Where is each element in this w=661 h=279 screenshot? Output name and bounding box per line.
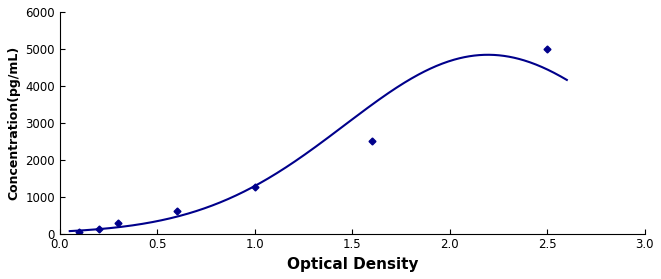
X-axis label: Optical Density: Optical Density [287, 257, 418, 272]
Y-axis label: Concentration(pg/mL): Concentration(pg/mL) [7, 46, 20, 200]
